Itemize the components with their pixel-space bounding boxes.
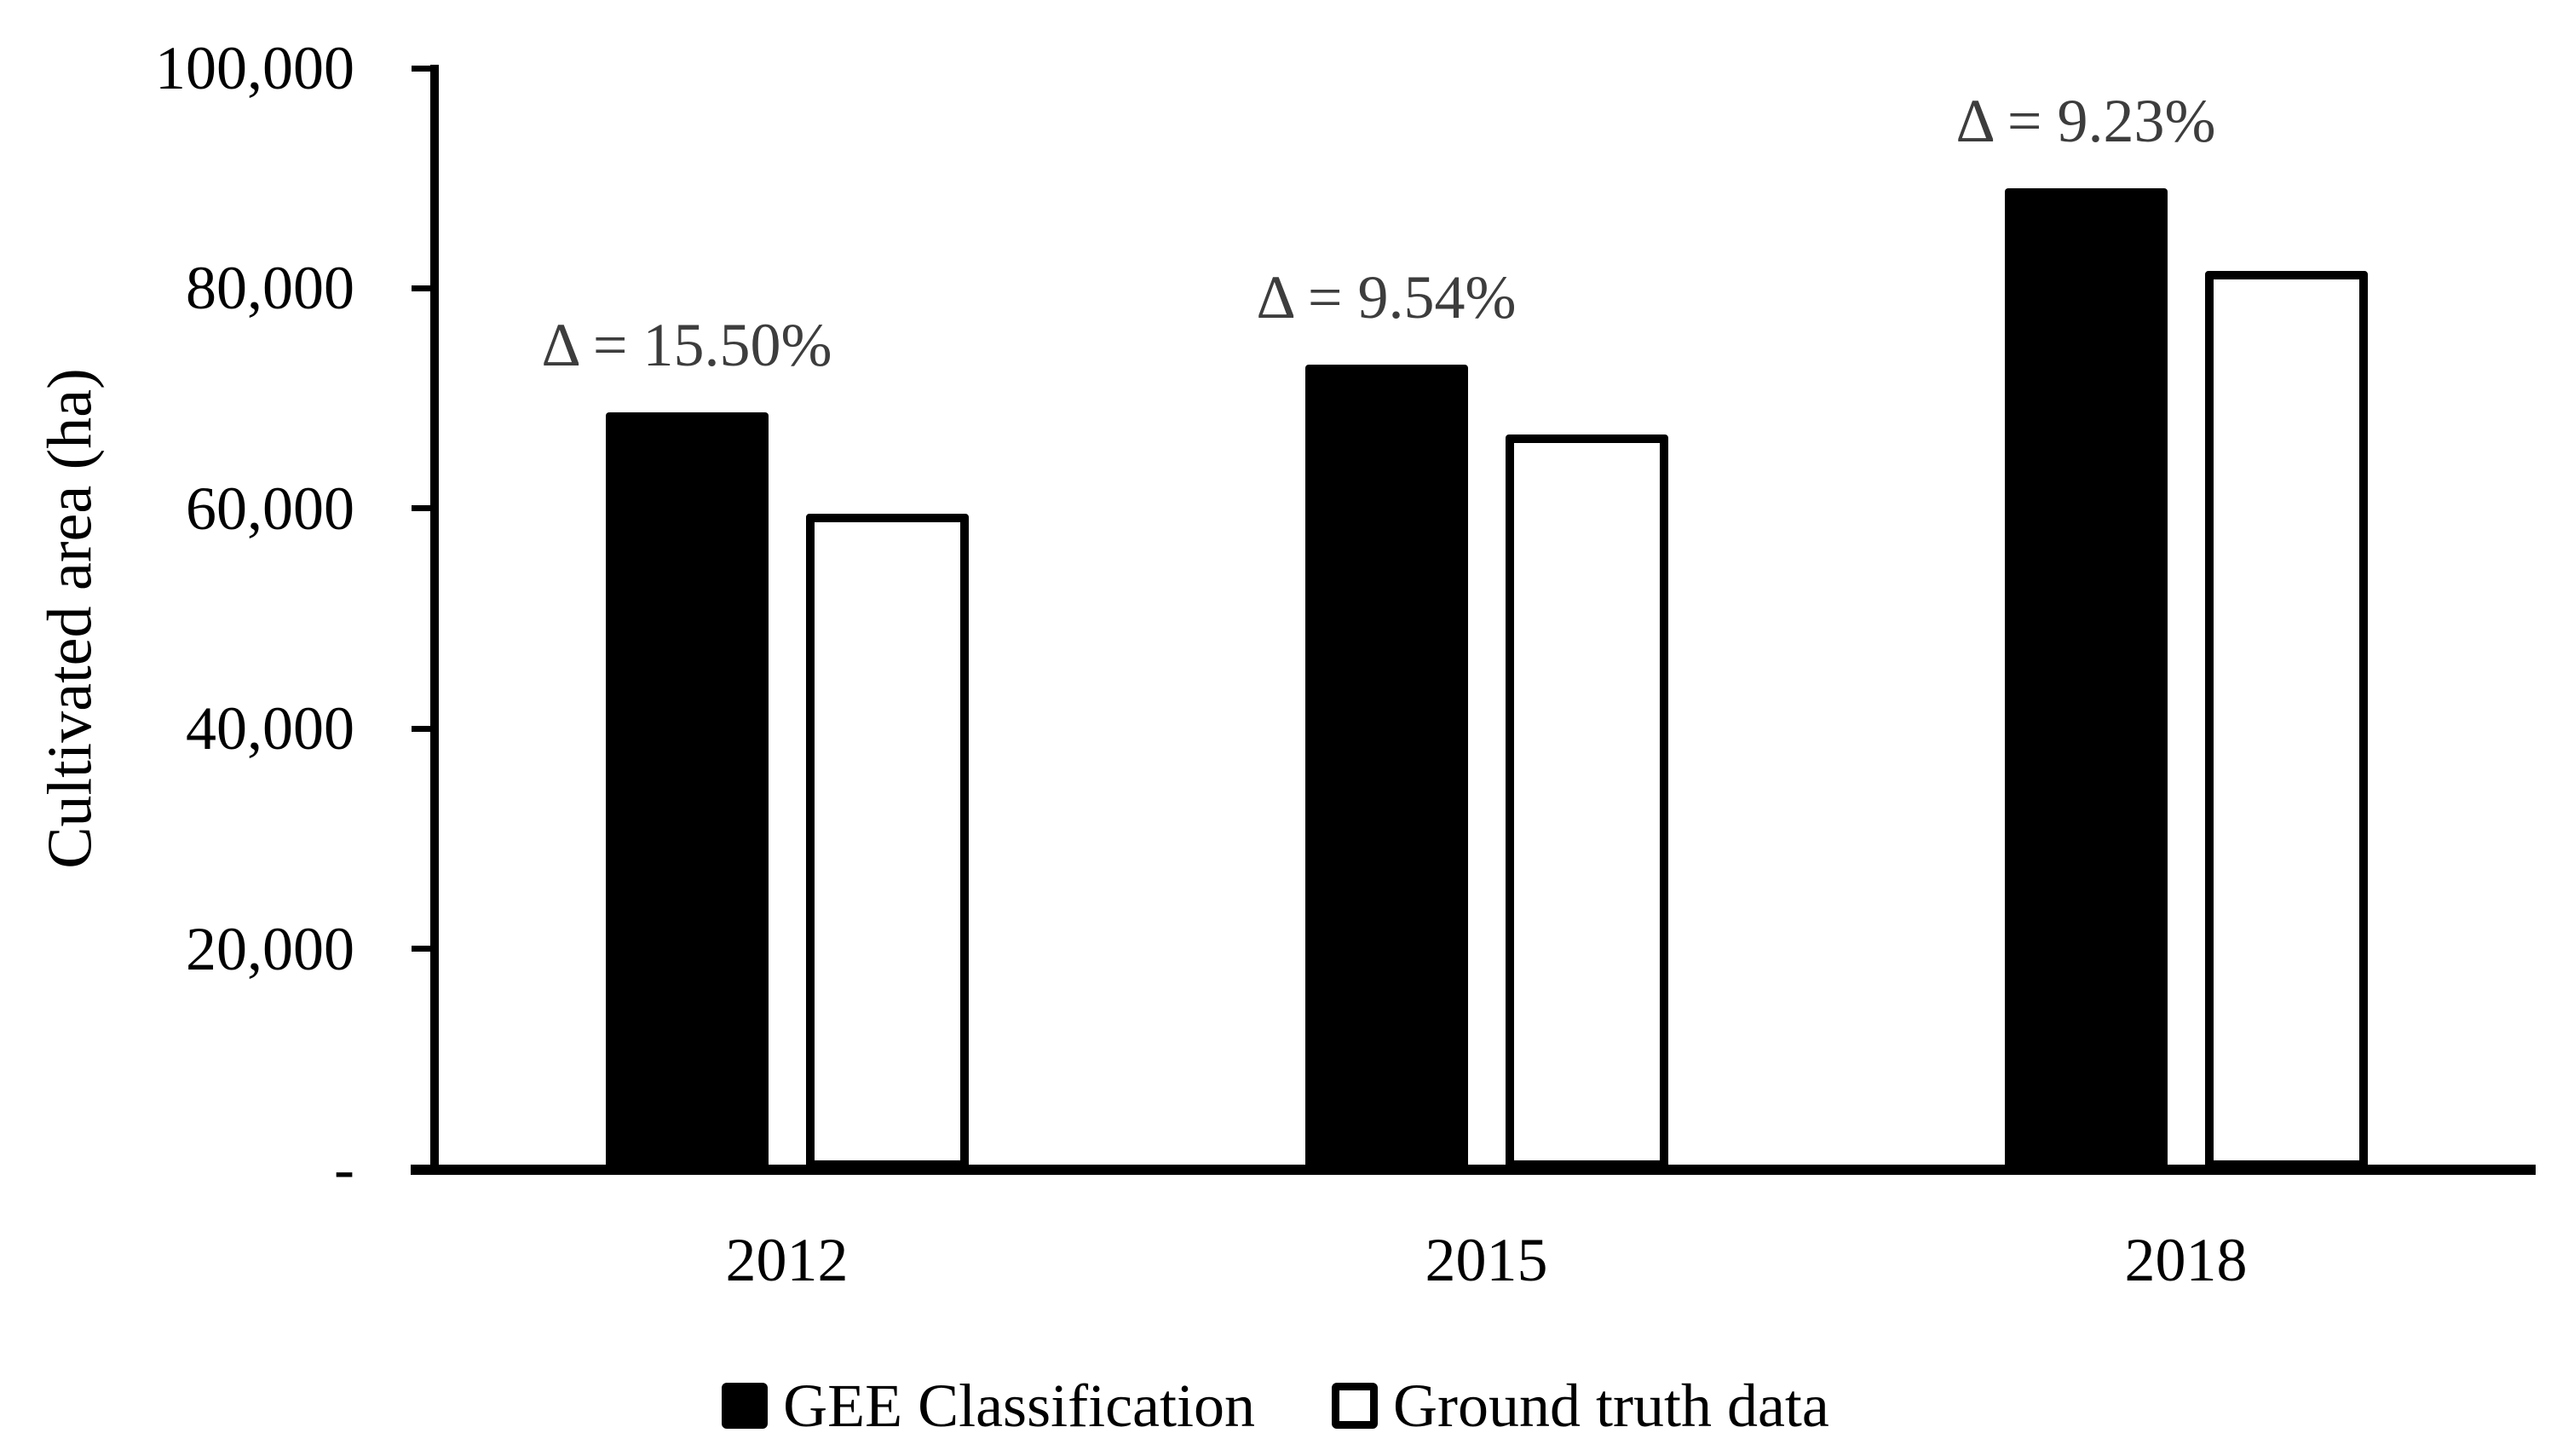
y-axis-tick <box>412 505 435 512</box>
bar-gee-classification-2018 <box>2004 187 2168 1169</box>
x-axis-label-2018: 2018 <box>2124 1226 2248 1294</box>
legend-label-gee-classification: GEE Classification <box>783 1372 1255 1440</box>
x-axis-label-2012: 2012 <box>725 1226 849 1294</box>
x-axis-label-2015: 2015 <box>1425 1226 1548 1294</box>
y-axis-tick-label: 100,000 <box>155 34 354 102</box>
y-axis-tick-label: - <box>334 1135 354 1203</box>
delta-annotation-2012: Δ = 15.50% <box>541 311 832 380</box>
legend-item-gee-classification: GEE Classification <box>722 1369 1255 1442</box>
bar-gee-classification-2015 <box>1304 364 1468 1169</box>
y-axis-tick-label: 40,000 <box>186 694 354 763</box>
legend-swatch-gee-classification <box>722 1383 769 1429</box>
y-axis-title: Cultivated area (ha) <box>35 368 106 869</box>
delta-annotation-2015: Δ = 9.54% <box>1256 262 1517 331</box>
y-axis-tick <box>412 65 435 72</box>
y-axis-tick <box>412 285 435 291</box>
y-axis-line <box>430 65 439 1175</box>
delta-annotation-2018: Δ = 9.23% <box>1955 86 2216 155</box>
legend: GEE Classification Ground truth data <box>0 1369 2551 1442</box>
y-axis-tick <box>412 725 435 732</box>
legend-item-ground-truth-data: Ground truth data <box>1332 1369 1829 1442</box>
y-axis-tick-label: 60,000 <box>186 474 354 543</box>
y-axis-tick-label: 80,000 <box>186 254 354 323</box>
y-axis-tick-label: 20,000 <box>186 914 354 983</box>
x-axis-line <box>411 1165 2536 1175</box>
legend-swatch-ground-truth-data <box>1332 1383 1378 1429</box>
bar-ground-truth-2018 <box>2204 270 2368 1169</box>
bar-ground-truth-2012 <box>805 514 969 1169</box>
legend-label-ground-truth-data: Ground truth data <box>1393 1372 1829 1440</box>
bar-gee-classification-2012 <box>605 412 769 1169</box>
y-axis-tick <box>412 946 435 952</box>
bar-ground-truth-2015 <box>1505 434 1668 1169</box>
